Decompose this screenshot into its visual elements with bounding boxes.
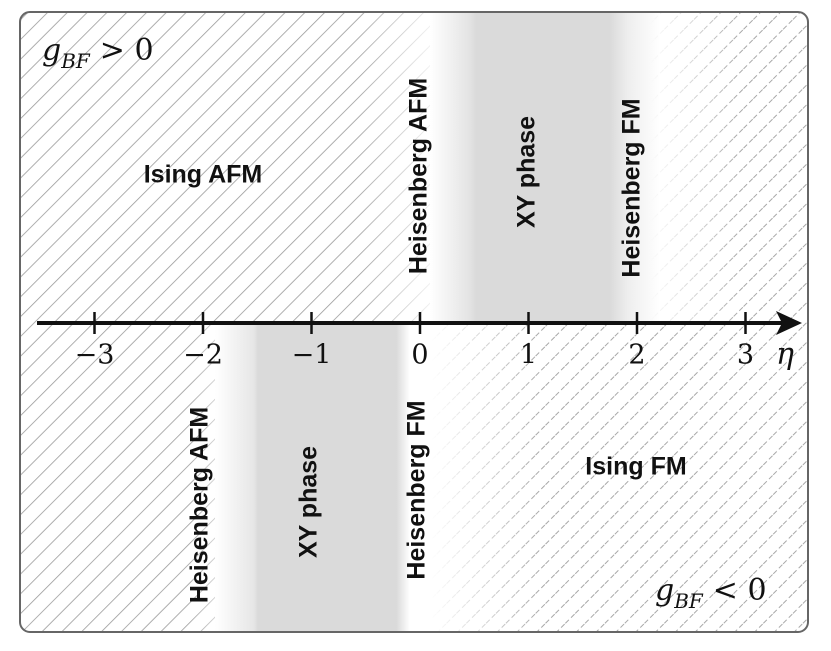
tick-label: −2 [183,340,223,371]
tick-label: 1 [520,340,537,371]
frame [19,11,809,633]
tick-label: −1 [292,340,332,371]
region-label: XY phase [513,116,541,228]
axis-arrow [776,311,802,335]
region-label: Heisenberg FM [403,400,431,579]
top-label: gBF > 0 [42,33,154,73]
axis-label: η [776,337,794,372]
region-label: Ising AFM [144,161,263,189]
tick-label: 2 [628,340,645,371]
bottom-label: gBF < 0 [655,573,767,613]
region-label: Ising FM [585,453,686,481]
region-label: XY phase [295,446,323,558]
region-label: Heisenberg AFM [405,78,433,274]
ticks: −3 −2 −1 0 1 2 3 [75,312,754,371]
tick-label: −3 [75,340,115,371]
tick-label: 3 [737,340,754,371]
region-label: Heisenberg AFM [186,407,214,603]
tick-label: 0 [411,340,428,371]
background [20,12,808,632]
region-label: Heisenberg FM [618,98,646,277]
